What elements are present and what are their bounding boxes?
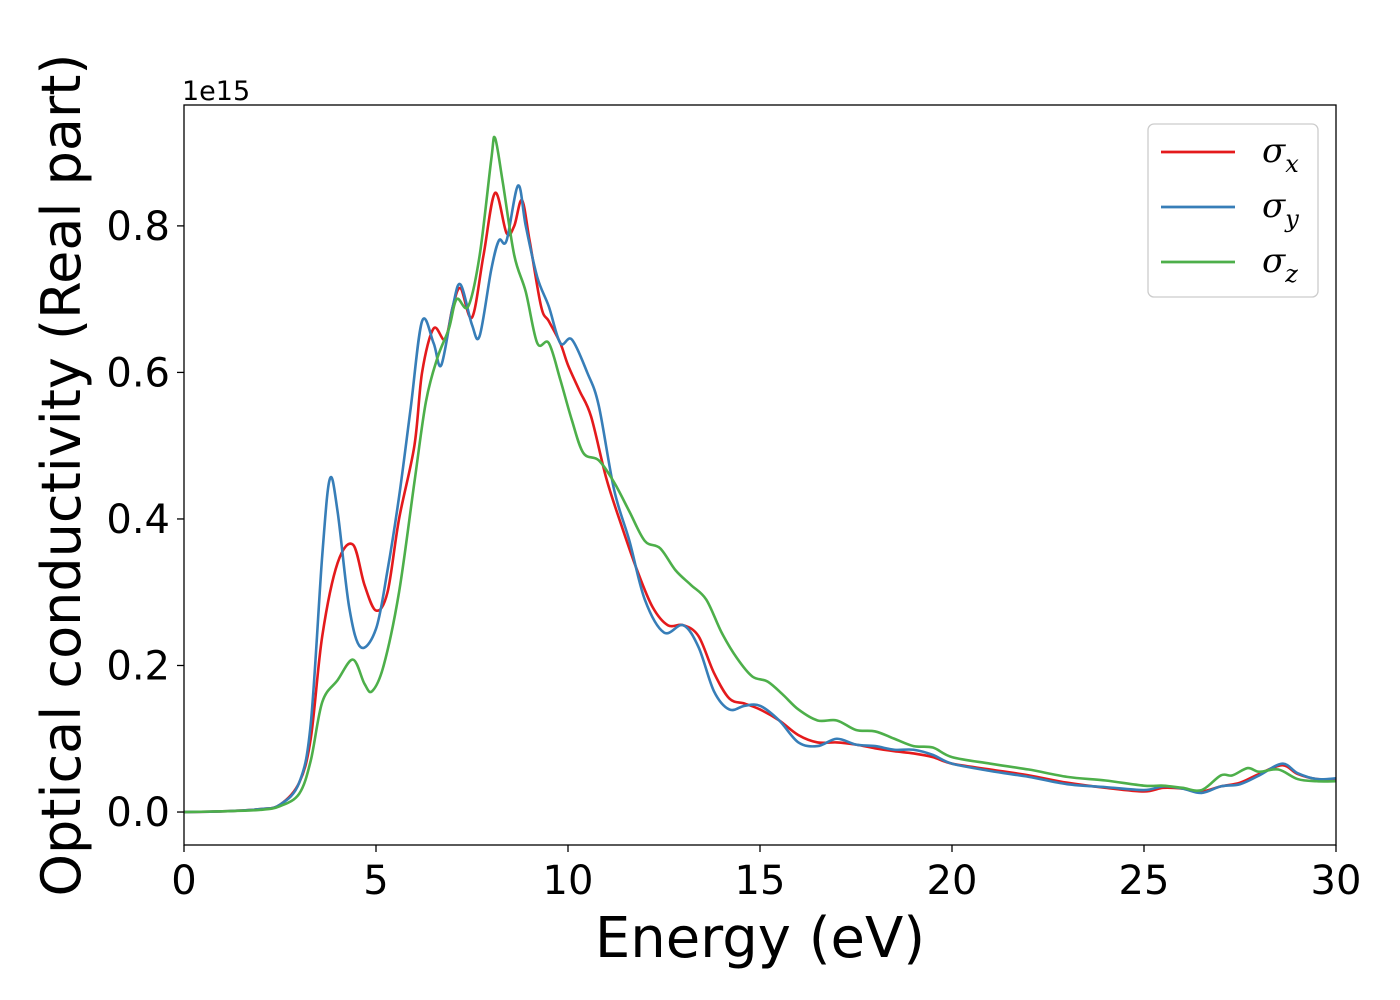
series-layer xyxy=(184,135,1336,814)
series-line-z xyxy=(184,135,1336,814)
x-tick-label: 5 xyxy=(363,858,388,904)
y-tick-label: 0.6 xyxy=(106,350,170,396)
y-tick-label: 0.0 xyxy=(106,790,170,836)
legend: σx σy σz xyxy=(1147,123,1319,298)
legend-label-z: σz xyxy=(1262,241,1298,288)
x-tick-label: 30 xyxy=(1311,858,1362,904)
y-tick-label: 0.4 xyxy=(106,497,170,543)
legend-label-x: σx xyxy=(1262,131,1299,178)
x-axis-ticks: 0 5 10 15 20 25 30 xyxy=(171,845,1361,904)
x-tick-label: 20 xyxy=(927,858,978,904)
x-axis-label: Energy (eV) xyxy=(595,906,925,971)
legend-label-y: σy xyxy=(1262,186,1299,233)
series-line-y xyxy=(184,184,1336,814)
y-axis-ticks: 0.0 0.2 0.4 0.6 0.8 xyxy=(106,204,184,836)
legend-box xyxy=(1147,123,1319,298)
x-tick-label: 0 xyxy=(171,858,196,904)
y-tick-label: 0.2 xyxy=(106,643,170,689)
y-offset-label: 1e15 xyxy=(182,76,250,107)
x-tick-label: 25 xyxy=(1119,858,1170,904)
y-tick-label: 0.8 xyxy=(106,204,170,250)
x-tick-label: 10 xyxy=(543,858,594,904)
y-axis-label: Optical conductivity (Real part) xyxy=(30,54,93,897)
x-tick-label: 15 xyxy=(735,858,786,904)
